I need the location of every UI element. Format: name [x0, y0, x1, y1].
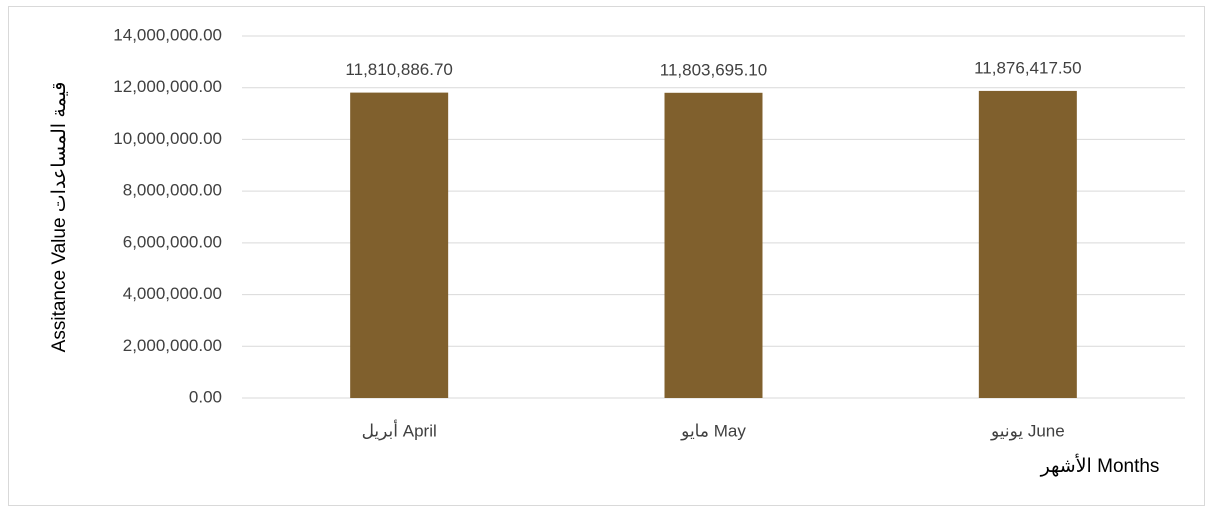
y-tick-label: 12,000,000.00	[113, 77, 222, 96]
y-tick-label: 2,000,000.00	[123, 336, 222, 355]
x-tick-label: مايو May	[680, 421, 746, 440]
x-tick-label: أبريل April	[362, 419, 437, 440]
y-tick-label: 6,000,000.00	[123, 232, 222, 251]
y-tick-label: 0.00	[189, 387, 222, 406]
x-axis-title: الأشهر Months	[1040, 454, 1160, 477]
data-label: 11,876,417.50	[974, 58, 1081, 77]
bar	[664, 92, 763, 399]
bar	[350, 92, 449, 398]
data-label: 11,810,886.70	[345, 60, 452, 79]
data-label: 11,803,695.10	[660, 60, 767, 79]
y-tick-label: 10,000,000.00	[113, 129, 222, 148]
x-tick-label: يونيو June	[990, 421, 1065, 440]
y-tick-label: 14,000,000.00	[113, 25, 222, 44]
y-axis-title: Assitance Value قيمة المساعدات	[49, 82, 70, 353]
bar	[978, 90, 1077, 398]
y-tick-label: 4,000,000.00	[123, 284, 222, 303]
y-tick-label: 8,000,000.00	[123, 181, 222, 200]
